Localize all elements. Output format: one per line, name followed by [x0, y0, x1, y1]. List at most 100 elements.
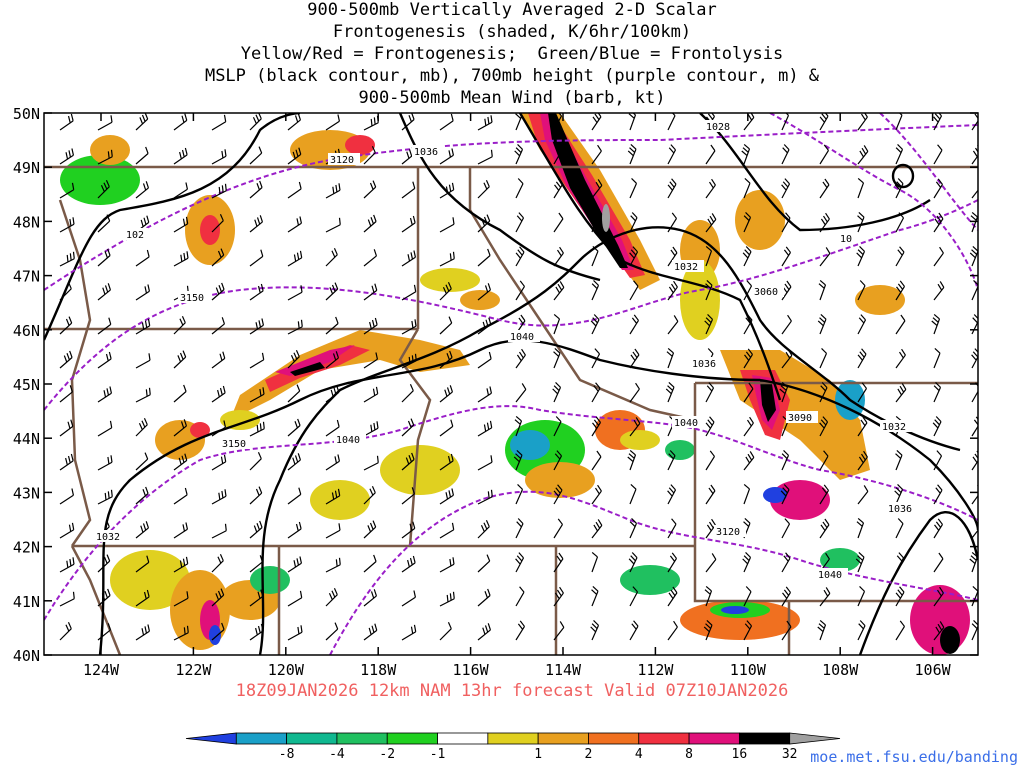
wind-barb: [211, 420, 227, 437]
wind-barb: [363, 589, 378, 607]
height-label: 3120: [716, 527, 740, 538]
wind-barb: [857, 450, 868, 471]
wind-barb: [401, 284, 417, 301]
wind-barb: [591, 382, 601, 403]
wind-barb: [553, 586, 564, 607]
wind-barb: [249, 555, 264, 573]
wind-barb: [135, 589, 150, 607]
wind-barb: [553, 246, 564, 267]
colorbar-label: 2: [585, 747, 593, 762]
wind-barb: [933, 178, 943, 199]
colorbar-swatch: [537, 732, 589, 745]
wind-barb: [591, 585, 599, 607]
wind-barb: [97, 317, 112, 335]
wind-barb: [552, 382, 562, 403]
wind-barb: [135, 146, 149, 165]
wind-barb: [97, 554, 111, 573]
wind-barb: [743, 314, 753, 335]
wind-barb: [704, 314, 714, 335]
wind-barb: [97, 115, 113, 131]
wind-barb: [667, 280, 678, 301]
lon-tick-label: 120W: [268, 661, 305, 679]
wind-barb: [591, 245, 599, 267]
wind-barb: [969, 551, 978, 573]
wind-barb: [591, 484, 602, 505]
wind-barb: [249, 486, 263, 505]
wind-barb: [743, 212, 752, 233]
colorbar-swatch: [487, 732, 539, 745]
wind-barb: [818, 279, 827, 301]
wind-barb: [97, 214, 111, 233]
wind-barb: [857, 348, 867, 369]
wind-barb: [439, 282, 452, 301]
wind-barb: [895, 449, 903, 471]
wind-barb: [855, 551, 865, 573]
wind-barb: [895, 144, 904, 165]
colorbar: -8 -4 -2 -1 1 2 4 8 16 32: [185, 732, 841, 762]
wind-barb: [173, 251, 189, 267]
wind-barb: [249, 387, 265, 403]
wind-barb: [211, 282, 225, 301]
wind-barb: [211, 523, 227, 539]
lon-tick-label: 108W: [822, 661, 859, 679]
wind-barb: [287, 453, 302, 471]
wind-barb: [667, 450, 676, 471]
wind-barb: [553, 144, 563, 165]
wind-barb: [477, 214, 491, 233]
wind-barb: [743, 451, 755, 471]
wind-barb: [857, 177, 865, 199]
wind-barb: [477, 180, 490, 199]
wind-barb: [629, 518, 638, 539]
wind-barb: [59, 182, 75, 199]
wind-barb: [515, 348, 526, 369]
wind-barb: [287, 216, 303, 233]
wind-barb: [705, 245, 713, 267]
wind-barb: [287, 181, 302, 199]
title-line-5: 900-500mb Mean Wind (barb, kt): [358, 88, 666, 108]
wind-barb: [363, 317, 378, 335]
mslp-label: 1040: [510, 332, 534, 343]
wind-barb: [477, 283, 492, 301]
wind-barb: [667, 315, 679, 335]
wind-barb: [439, 591, 455, 607]
run-info: 18Z09JAN2026 12km NAM 13hr forecast Vali…: [235, 681, 789, 701]
wind-barb: [591, 519, 603, 539]
wind-barb: [325, 454, 341, 471]
wind-barb: [591, 450, 602, 471]
wind-barb: [553, 313, 561, 335]
wind-barb: [325, 523, 341, 539]
wind-barbs: [59, 113, 978, 641]
wind-barb: [667, 178, 677, 199]
wind-barb: [629, 314, 639, 335]
colorbar-swatch: [688, 732, 740, 745]
wind-barb: [553, 484, 563, 505]
wind-barb: [325, 282, 339, 301]
wind-barb: [819, 587, 831, 607]
wind-barb: [363, 180, 377, 199]
credit-link[interactable]: moe.met.fsu.edu/banding: [810, 748, 1018, 766]
wind-barb: [173, 384, 187, 403]
mslp-contour-labels: 1028 1036 102 1032 1040 1036 1040 1032 1…: [94, 120, 918, 581]
wind-barb: [211, 588, 225, 607]
wind-barb: [97, 420, 113, 437]
mslp-label: 10: [840, 234, 852, 245]
wind-barb: [857, 145, 869, 165]
wind-barb: [439, 251, 455, 267]
wind-barb: [779, 381, 789, 403]
wind-barb: [666, 347, 675, 369]
wind-barb: [249, 215, 264, 233]
wind-barb: [477, 386, 493, 403]
mslp-label: 1036: [888, 504, 912, 515]
wind-barb: [59, 148, 75, 165]
wind-barb: [135, 181, 150, 199]
wind-barb: [895, 586, 905, 607]
wind-barb: [819, 518, 830, 539]
wind-barb: [59, 557, 75, 573]
wind-barb: [249, 452, 262, 471]
lon-tick-label: 116W: [453, 661, 490, 679]
wind-barb: [553, 552, 564, 573]
wind-barb: [287, 350, 300, 369]
height-label: 3150: [222, 439, 246, 450]
wind-barb: [895, 383, 907, 403]
wind-barb: [173, 350, 187, 369]
